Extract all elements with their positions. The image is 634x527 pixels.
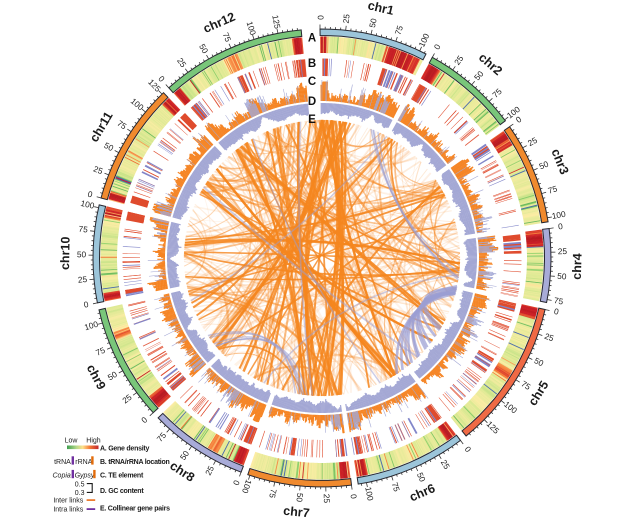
svg-text:chr4: chr4 bbox=[570, 253, 585, 280]
svg-text:75: 75 bbox=[221, 31, 234, 44]
svg-text:rRNA: rRNA bbox=[75, 459, 92, 466]
svg-text:75: 75 bbox=[393, 24, 406, 36]
svg-text:0: 0 bbox=[231, 478, 242, 486]
svg-text:50: 50 bbox=[77, 249, 87, 259]
svg-text:0: 0 bbox=[87, 189, 94, 200]
svg-text:0.3: 0.3 bbox=[75, 490, 85, 497]
svg-text:100: 100 bbox=[83, 319, 99, 333]
svg-text:0: 0 bbox=[83, 299, 90, 310]
svg-text:0: 0 bbox=[139, 414, 149, 425]
svg-text:Copia: Copia bbox=[53, 472, 71, 479]
svg-text:100: 100 bbox=[245, 20, 259, 37]
svg-text:50: 50 bbox=[557, 271, 567, 282]
svg-text:Intra links: Intra links bbox=[53, 506, 83, 513]
svg-text:0: 0 bbox=[557, 221, 563, 232]
svg-text:50: 50 bbox=[538, 158, 551, 171]
svg-text:50: 50 bbox=[294, 492, 305, 503]
svg-text:25: 25 bbox=[558, 246, 568, 256]
svg-text:50: 50 bbox=[367, 17, 379, 29]
svg-text:A. Gene density: A. Gene density bbox=[100, 446, 150, 453]
svg-text:E. Collinear gene pairs: E. Collinear gene pairs bbox=[100, 505, 170, 512]
svg-text:25: 25 bbox=[92, 164, 105, 177]
svg-text:Low: Low bbox=[65, 438, 79, 445]
svg-text:25: 25 bbox=[77, 274, 87, 285]
svg-text:0: 0 bbox=[349, 493, 360, 499]
svg-text:100: 100 bbox=[240, 478, 254, 495]
svg-text:0: 0 bbox=[432, 42, 443, 51]
svg-text:B: B bbox=[308, 58, 316, 70]
svg-text:75: 75 bbox=[267, 488, 279, 499]
svg-text:E: E bbox=[308, 114, 316, 126]
svg-text:chr1: chr1 bbox=[366, 0, 395, 18]
svg-text:Inter links: Inter links bbox=[53, 497, 83, 504]
svg-text:50: 50 bbox=[533, 355, 546, 368]
svg-text:D. GC content: D. GC content bbox=[100, 488, 144, 495]
svg-text:tRNA: tRNA bbox=[54, 459, 71, 466]
svg-text:C: C bbox=[308, 76, 316, 88]
svg-text:chr7: chr7 bbox=[283, 504, 311, 521]
svg-text:25: 25 bbox=[322, 494, 332, 504]
svg-text:50: 50 bbox=[415, 471, 428, 484]
svg-text:75: 75 bbox=[78, 224, 89, 235]
svg-text:75: 75 bbox=[547, 183, 559, 195]
svg-text:0: 0 bbox=[156, 74, 167, 84]
svg-text:C. TE element: C. TE element bbox=[100, 472, 144, 479]
svg-text:75: 75 bbox=[390, 481, 402, 493]
svg-text:0: 0 bbox=[316, 15, 326, 20]
svg-text:B. tRNA/rRNA location: B. tRNA/rRNA location bbox=[100, 459, 170, 466]
svg-text:High: High bbox=[86, 438, 101, 445]
svg-text:0: 0 bbox=[553, 306, 560, 317]
svg-text:75: 75 bbox=[553, 295, 564, 307]
svg-text:Gypsy: Gypsy bbox=[75, 472, 95, 479]
svg-text:100: 100 bbox=[363, 486, 376, 502]
svg-text:25: 25 bbox=[543, 331, 555, 344]
svg-text:25: 25 bbox=[341, 13, 352, 24]
svg-text:D: D bbox=[308, 96, 316, 108]
svg-text:0: 0 bbox=[463, 444, 474, 454]
svg-text:75: 75 bbox=[94, 345, 107, 358]
svg-text:A: A bbox=[308, 33, 316, 45]
svg-text:0.5: 0.5 bbox=[75, 481, 85, 488]
svg-text:125: 125 bbox=[270, 14, 283, 30]
svg-text:0: 0 bbox=[514, 114, 524, 125]
svg-text:chr10: chr10 bbox=[58, 236, 73, 270]
svg-text:100: 100 bbox=[80, 198, 96, 211]
svg-text:100: 100 bbox=[551, 209, 567, 221]
